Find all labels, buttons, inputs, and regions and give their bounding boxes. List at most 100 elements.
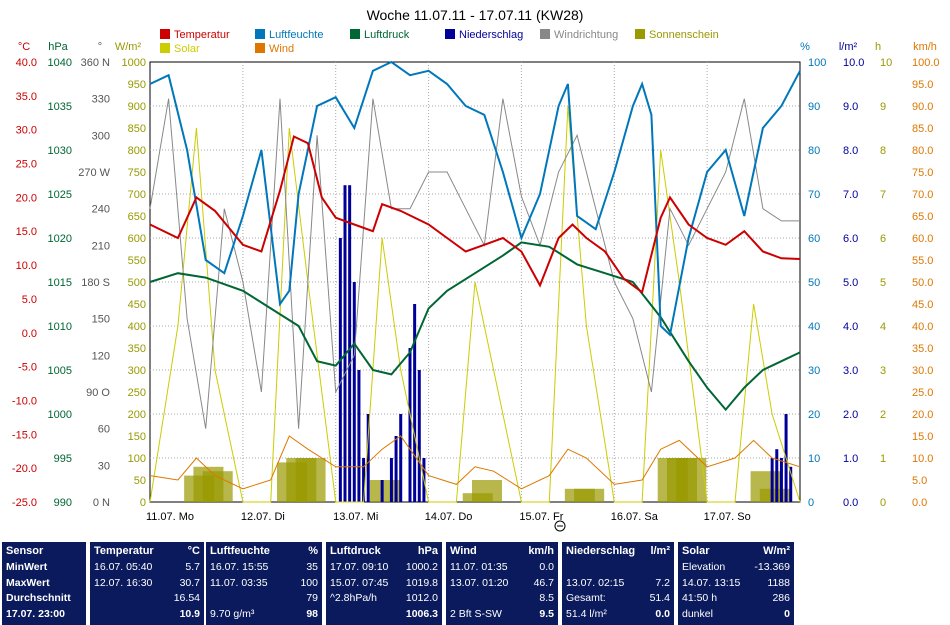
- x-labels: 11.07. Mo 12.07. Di 13.07. Mi 14.07. Do 15.0…: [146, 511, 751, 523]
- cell-value: 10.9: [179, 607, 200, 620]
- cell-value: 0: [784, 607, 790, 620]
- cell-label: 12.07. 16:30: [94, 576, 153, 589]
- axis-tick-humidity: 10: [808, 453, 820, 465]
- sensor-row-label: Durchschnitt: [6, 592, 71, 604]
- axis-tick-pressure: 1040: [48, 57, 72, 69]
- axis-tick-wind_direction: 330: [92, 94, 110, 106]
- axis-tick-wind_speed: 0.0: [912, 497, 927, 509]
- column-unit: hPa: [417, 545, 438, 557]
- legend-entry: Sonnenschein: [649, 29, 719, 41]
- cell-value: 16.54: [173, 592, 200, 604]
- cell-value: 46.7: [533, 576, 554, 589]
- axis-tick-sunshine: 7: [880, 189, 886, 201]
- axis-tick-temperature: 5.0: [22, 294, 37, 306]
- axis-tick-solar: 750: [128, 167, 146, 179]
- axis-tick-humidity: 30: [808, 365, 820, 377]
- axis-tick-wind_speed: 15.0: [912, 431, 933, 443]
- cell-value: 9.5: [539, 607, 554, 620]
- column-unit: km/h: [528, 545, 554, 557]
- cell-value: 1006.3: [405, 607, 438, 620]
- axis-tick-wind_speed: 10.0: [912, 453, 933, 465]
- cell-value: 8.5: [539, 592, 554, 604]
- axis-tick-sunshine: 4: [880, 321, 886, 333]
- axis-tick-wind_speed: 25.0: [912, 387, 933, 399]
- axis-unit-solar: W/m²: [115, 41, 142, 53]
- axis-tick-wind_speed: 50.0: [912, 277, 933, 289]
- legend-entry: Windrichtung: [554, 29, 618, 41]
- axis-tick-wind_speed: 40.0: [912, 321, 933, 333]
- column-header: Sensor: [6, 545, 44, 557]
- axis-tick-solar: 500: [128, 277, 146, 289]
- axis-unit-temperature: °C: [18, 41, 30, 53]
- axis-tick-rain: 4.0: [843, 321, 858, 333]
- axis-tick-humidity: 40: [808, 321, 820, 333]
- axis-tick-temperature: 0.0: [22, 328, 37, 340]
- stats-column: Luftdruck hPa 17.07. 09:10 1000.2 15.07. 07:…: [326, 542, 442, 625]
- rain-bar: [779, 458, 783, 502]
- axis-tick-rain: 5.0: [843, 277, 858, 289]
- axis-tick-temperature: 25.0: [16, 159, 37, 171]
- cell-value: 79: [306, 592, 318, 604]
- stats-column: Temperatur °C 16.07. 05:40 5.7 12.07. 16:30 3…: [90, 542, 204, 625]
- axis-tick-rain: 0.0: [843, 497, 858, 509]
- cell-label: Gesamt:: [566, 592, 606, 604]
- axis-tick-rain: 2.0: [843, 409, 858, 421]
- axis-tick-sunshine: 1: [880, 453, 886, 465]
- axis-tick-humidity: 50: [808, 277, 820, 289]
- wind-line: [149, 435, 801, 490]
- axis-tick-sunshine: 9: [880, 101, 886, 113]
- axis-tick-sunshine: 5: [880, 277, 886, 289]
- stats-column: Wind km/h 11.07. 01:35 0.0 13.07. 01:20 46.7 8…: [446, 542, 558, 625]
- cell-label: 13.07. 01:20: [450, 576, 509, 589]
- cell-label: 16.07. 15:55: [210, 561, 269, 573]
- axis-tick-wind_speed: 80.0: [912, 145, 933, 157]
- axis-tick-rain: 10.0: [843, 57, 864, 69]
- x-tick-label: 11.07. Mo: [146, 511, 194, 523]
- humidity-line: [149, 60, 801, 337]
- axis-tick-wind_speed: 35.0: [912, 343, 933, 355]
- axis-tick-temperature: -25.0: [12, 497, 37, 509]
- sensor-row-label: 17.07. 23:00: [6, 607, 65, 620]
- axis-tick-pressure: 1035: [48, 101, 72, 113]
- legend: Temperatur Luftfeuchte Luftdruck Niederschl…: [160, 29, 719, 55]
- axis-tick-pressure: 1030: [48, 145, 72, 157]
- rain-bar: [338, 238, 342, 502]
- axis-tick-wind_speed: 60.0: [912, 233, 933, 245]
- cell-label: 16.07. 05:40: [94, 561, 153, 573]
- cell-value: 7.2: [655, 576, 670, 589]
- axis-unit-wind_speed: km/h: [913, 41, 937, 53]
- legend-swatch: [540, 29, 550, 39]
- axis-tick-solar: 600: [128, 233, 146, 245]
- cell-value: -13.369: [754, 561, 790, 573]
- rain-bar: [352, 282, 356, 502]
- sunshine-bar: [202, 471, 233, 502]
- chart-title: Woche 11.07.11 - 17.07.11 (KW28): [367, 7, 584, 23]
- x-tick-label: 16.07. Sa: [611, 511, 659, 523]
- axis-tick-wind_direction: 150: [92, 314, 110, 326]
- rain-bar: [789, 466, 793, 502]
- axis-tick-pressure: 995: [54, 453, 72, 465]
- axis-tick-solar: 700: [128, 189, 146, 201]
- axis-tick-sunshine: 3: [880, 365, 886, 377]
- axis-unit-wind_direction: °: [98, 41, 102, 53]
- axis-tick-rain: 8.0: [843, 145, 858, 157]
- solar-line: [149, 105, 801, 503]
- rain-bar: [408, 348, 412, 502]
- legend-entry: Niederschlag: [459, 29, 523, 41]
- axis-tick-solar: 50: [134, 475, 146, 487]
- column-header: Solar: [682, 545, 710, 557]
- axis-tick-sunshine: 2: [880, 409, 886, 421]
- legend-swatch: [635, 29, 645, 39]
- axis-unit-rain: l/m²: [839, 41, 858, 53]
- scroll-handle-icon[interactable]: [554, 520, 566, 532]
- cell-label: 11.07. 03:35: [210, 576, 268, 589]
- stats-column: Luftfeuchte% 16.07. 15:55 35 11.07. 03:35 10…: [206, 542, 322, 625]
- axis-unit-pressure: hPa: [48, 41, 68, 53]
- axis-tick-temperature: 20.0: [16, 192, 37, 204]
- legend-swatch: [160, 29, 170, 39]
- wind-direction-line: [149, 98, 800, 429]
- axis-tick-pressure: 1015: [48, 277, 72, 289]
- axis-tick-pressure: 1005: [48, 365, 72, 377]
- legend-entry: Luftfeuchte: [269, 29, 323, 41]
- sunshine-bar: [295, 458, 326, 502]
